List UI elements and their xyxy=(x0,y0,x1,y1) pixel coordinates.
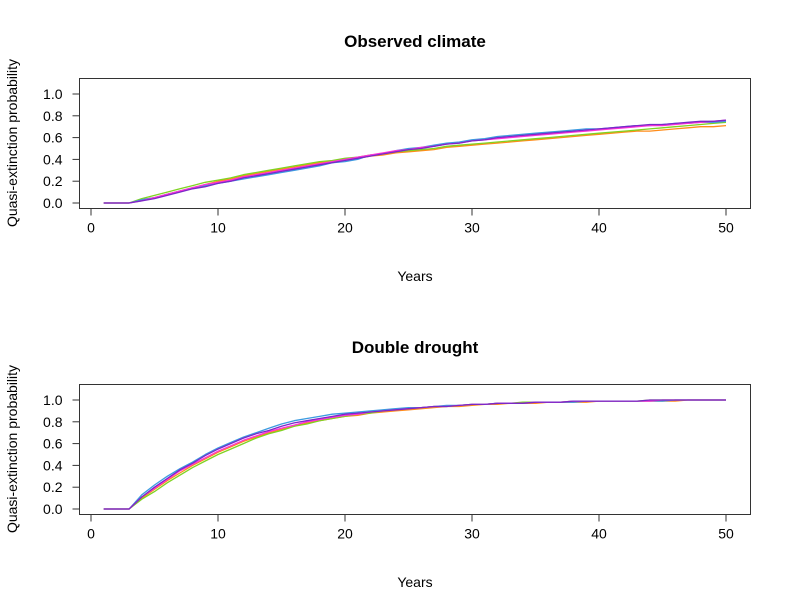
y-tick-label: 0.4 xyxy=(43,457,63,473)
x-axis-ticks: 0 10 20 30 40 50 xyxy=(87,514,734,542)
y-tick-label: 0.4 xyxy=(43,151,63,167)
chart-title: Double drought xyxy=(352,338,479,357)
panel-observed-climate: Observed climate Years Quasi-extinction … xyxy=(4,32,751,284)
y-axis-ticks: 0.0 0.2 0.4 0.6 0.8 1.0 xyxy=(43,86,80,211)
x-tick-label: 20 xyxy=(337,220,353,236)
panel-double-drought: Double drought Years Quasi-extinction pr… xyxy=(4,338,751,590)
y-tick-label: 0.2 xyxy=(43,479,63,495)
x-tick-label: 0 xyxy=(87,220,95,236)
y-tick-label: 0.6 xyxy=(43,436,63,452)
y-tick-label: 0.6 xyxy=(43,130,63,146)
y-tick-label: 0.0 xyxy=(43,501,63,517)
x-tick-label: 10 xyxy=(210,526,226,542)
y-axis-ticks: 0.0 0.2 0.4 0.6 0.8 1.0 xyxy=(43,392,80,517)
x-axis-label: Years xyxy=(397,574,432,590)
x-axis-label: Years xyxy=(397,268,432,284)
y-tick-label: 0.8 xyxy=(43,414,63,430)
y-tick-label: 0.2 xyxy=(43,173,63,189)
x-tick-label: 0 xyxy=(87,526,95,542)
y-tick-label: 0.8 xyxy=(43,108,63,124)
x-tick-label: 10 xyxy=(210,220,226,236)
x-axis-ticks: 0 10 20 30 40 50 xyxy=(87,208,734,236)
series-lines xyxy=(103,399,726,510)
x-tick-label: 30 xyxy=(464,526,480,542)
chart-title: Observed climate xyxy=(344,32,486,51)
y-tick-label: 1.0 xyxy=(43,86,63,102)
y-axis-label: Quasi-extinction probability xyxy=(4,59,20,227)
series-line xyxy=(103,119,727,204)
x-tick-label: 50 xyxy=(718,220,734,236)
series-line xyxy=(103,121,727,204)
y-tick-label: 1.0 xyxy=(43,392,63,408)
x-tick-label: 30 xyxy=(464,220,480,236)
x-tick-label: 40 xyxy=(591,220,607,236)
series-lines xyxy=(103,119,727,204)
x-tick-label: 20 xyxy=(337,526,353,542)
y-tick-label: 0.0 xyxy=(43,195,63,211)
x-tick-label: 40 xyxy=(591,526,607,542)
series-line xyxy=(103,399,726,510)
x-tick-label: 50 xyxy=(718,526,734,542)
y-axis-label: Quasi-extinction probability xyxy=(4,365,20,533)
